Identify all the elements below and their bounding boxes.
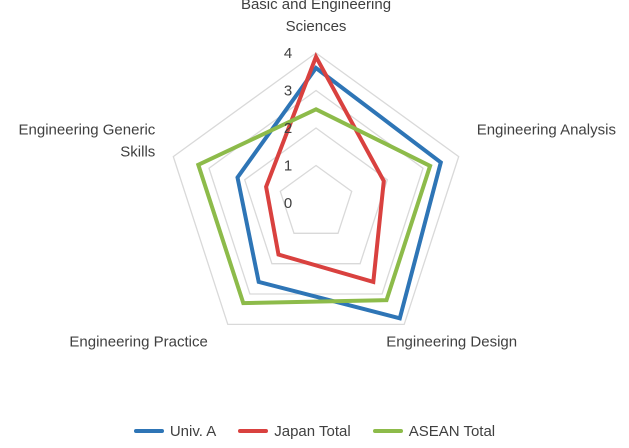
category-label-2: Engineering Analysis [477, 122, 616, 139]
tick-label-4: 4 [284, 45, 292, 62]
series-line-japan-total [264, 52, 386, 285]
legend-swatch [133, 429, 164, 433]
category-label-5: Engineering Generic Skills [19, 122, 156, 161]
legend-label: ASEAN Total [408, 422, 496, 440]
series-line-asean-total [195, 107, 433, 306]
legend-swatch [238, 429, 269, 433]
radar-series [195, 52, 444, 321]
legend-item: Japan Total [238, 422, 351, 440]
legend-item: ASEAN Total [372, 422, 496, 440]
tick-label-3: 3 [284, 83, 292, 100]
radar-grid [172, 52, 460, 326]
tick-label-0: 0 [284, 195, 292, 212]
category-label-4: Engineering Practice [69, 333, 207, 350]
chart-legend: Univ. A Japan Total ASEAN Total [0, 418, 629, 444]
grid-ring-4 [172, 52, 460, 326]
legend-label: Univ. A [169, 422, 217, 440]
legend-item: Univ. A [133, 422, 217, 440]
grid-ring-1 [279, 164, 353, 234]
legend-label: Japan Total [274, 422, 351, 440]
radar-labels: 0 1 2 3 4 Basic and Engineering Sciences Engine… [19, 0, 616, 350]
tick-label-2: 2 [284, 120, 292, 137]
legend-swatch [372, 429, 403, 433]
category-label-1: Basic and Engineering Sciences [241, 0, 391, 35]
category-label-3: Engineering Design [386, 333, 517, 350]
tick-label-1: 1 [284, 158, 292, 175]
